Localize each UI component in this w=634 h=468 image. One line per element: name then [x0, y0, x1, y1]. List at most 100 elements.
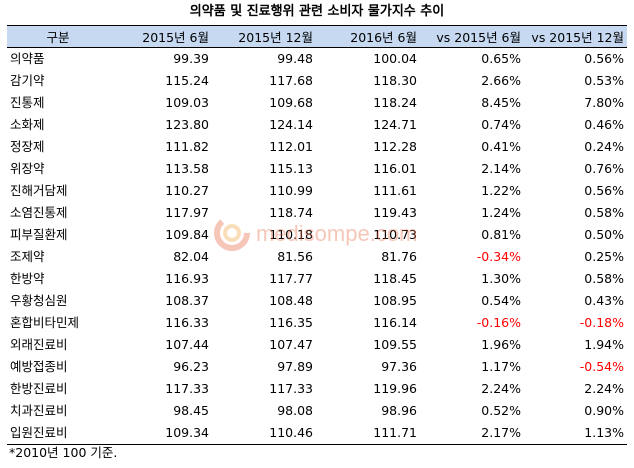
row-label: 진통제: [10, 95, 45, 110]
price-index-table: 구분 2015년 6월 2015년 12월 2016년 6월 vs 2015년 …: [7, 25, 627, 445]
cell-value: 110.73: [373, 227, 417, 242]
cell-value: 124.14: [269, 117, 313, 132]
table-row: 조제약 82.04 81.56 81.76 -0.34% 0.25%: [7, 246, 627, 268]
cell-value: 117.77: [269, 271, 313, 286]
cell-value: 97.36: [381, 359, 417, 374]
cell-value: 119.96: [373, 381, 417, 396]
table-row: 피부질환제 109.84 110.18 110.73 0.81% 0.50%: [7, 224, 627, 246]
cell-value: 0.56%: [584, 51, 624, 66]
cell-value: 1.96%: [481, 337, 521, 352]
cell-value: -0.16%: [476, 315, 521, 330]
cell-value: 1.22%: [481, 183, 521, 198]
row-label: 진해거담제: [10, 183, 68, 198]
cell-value: 118.74: [269, 205, 313, 220]
cell-value: 81.56: [277, 249, 313, 264]
cell-value: 111.71: [316, 422, 420, 445]
cell-value: 118.45: [373, 271, 417, 286]
cell-value: 110.27: [165, 183, 209, 198]
cell-value: 109.84: [165, 227, 209, 242]
row-label: 의약품: [10, 51, 45, 66]
cell-value: 2.24%: [481, 381, 521, 396]
cell-value: 116.93: [165, 271, 209, 286]
row-label: 예방접종비: [10, 359, 68, 374]
row-label: 정장제: [10, 139, 45, 154]
row-label: 위장약: [10, 161, 45, 176]
table-row: 정장제 111.82 112.01 112.28 0.41% 0.24%: [7, 136, 627, 158]
cell-value: 116.14: [373, 315, 417, 330]
table-row: 진해거담제 110.27 110.99 111.61 1.22% 0.56%: [7, 180, 627, 202]
header-category: 구분: [7, 25, 109, 48]
cell-value: 1.30%: [481, 271, 521, 286]
cell-value: 2.17%: [420, 422, 524, 445]
cell-value: 81.76: [381, 249, 417, 264]
cell-value: 117.68: [269, 73, 313, 88]
cell-value: -0.18%: [579, 315, 624, 330]
table-row: 감기약 115.24 117.68 118.30 2.66% 0.53%: [7, 70, 627, 92]
cell-value: 0.53%: [584, 73, 624, 88]
cell-value: 0.41%: [481, 139, 521, 154]
cell-value: 99.39: [173, 51, 209, 66]
table-row: 외래진료비 107.44 107.47 109.55 1.96% 1.94%: [7, 334, 627, 356]
cell-value: 117.97: [165, 205, 209, 220]
table-body: 의약품 99.39 99.48 100.04 0.65% 0.56% 감기약 115.24 11…: [7, 48, 627, 445]
cell-value: 116.01: [373, 161, 417, 176]
table-row: 우황청심원 108.37 108.48 108.95 0.54% 0.43%: [7, 290, 627, 312]
row-label: 조제약: [10, 249, 45, 264]
cell-value: 0.58%: [584, 205, 624, 220]
row-label: 한방약: [10, 271, 45, 286]
cell-value: 0.54%: [481, 293, 521, 308]
table-row: 소염진통제 117.97 118.74 119.43 1.24% 0.58%: [7, 202, 627, 224]
table-row: 한방약 116.93 117.77 118.45 1.30% 0.58%: [7, 268, 627, 290]
row-label: 소염진통제: [10, 205, 68, 220]
cell-value: 0.56%: [584, 183, 624, 198]
cell-value: 1.13%: [524, 422, 627, 445]
cell-value: 0.24%: [584, 139, 624, 154]
table-row: 입원진료비 109.34 110.46 111.71 2.17% 1.13%: [7, 422, 627, 445]
cell-value: 0.74%: [481, 117, 521, 132]
header-row: 구분 2015년 6월 2015년 12월 2016년 6월 vs 2015년 …: [7, 25, 627, 48]
row-label: 외래진료비: [10, 337, 68, 352]
table-row: 혼합비타민제 116.33 116.35 116.14 -0.16% -0.18%: [7, 312, 627, 334]
row-label: 혼합비타민제: [10, 315, 80, 330]
cell-value: 108.37: [165, 293, 209, 308]
cell-value: 116.33: [165, 315, 209, 330]
cell-value: 123.80: [165, 117, 209, 132]
cell-value: 0.50%: [584, 227, 624, 242]
cell-value: 117.33: [165, 381, 209, 396]
header-2016-06: 2016년 6월: [316, 25, 420, 48]
cell-value: 112.01: [269, 139, 313, 154]
row-label: 한방진료비: [10, 381, 68, 396]
cell-value: 108.95: [373, 293, 417, 308]
cell-value: 107.44: [165, 337, 209, 352]
table-header: 구분 2015년 6월 2015년 12월 2016년 6월 vs 2015년 …: [7, 25, 627, 48]
cell-value: 1.24%: [481, 205, 521, 220]
footnote: *2010년 100 기준.: [9, 445, 118, 460]
cell-value: 2.66%: [481, 73, 521, 88]
table-row: 위장약 113.58 115.13 116.01 2.14% 0.76%: [7, 158, 627, 180]
cell-value: 117.33: [269, 381, 313, 396]
cell-value: 2.14%: [481, 161, 521, 176]
cell-value: 96.23: [173, 359, 209, 374]
cell-value: 0.46%: [584, 117, 624, 132]
cell-value: 115.13: [269, 161, 313, 176]
cell-value: 0.43%: [584, 293, 624, 308]
cell-value: 118.24: [373, 95, 417, 110]
table-row: 예방접종비 96.23 97.89 97.36 1.17% -0.54%: [7, 356, 627, 378]
cell-value: 1.17%: [481, 359, 521, 374]
cell-value: -0.34%: [476, 249, 521, 264]
cell-value: 7.80%: [584, 95, 624, 110]
cell-value: 109.34: [109, 422, 212, 445]
table-row: 의약품 99.39 99.48 100.04 0.65% 0.56%: [7, 48, 627, 71]
cell-value: 0.76%: [584, 161, 624, 176]
cell-value: 100.04: [373, 51, 417, 66]
cell-value: 98.08: [277, 403, 313, 418]
table-row: 소화제 123.80 124.14 124.71 0.74% 0.46%: [7, 114, 627, 136]
cell-value: 111.61: [373, 183, 417, 198]
cell-value: 115.24: [165, 73, 209, 88]
table-row: 치과진료비 98.45 98.08 98.96 0.52% 0.90%: [7, 400, 627, 422]
row-label: 치과진료비: [10, 403, 68, 418]
row-label: 소화제: [10, 117, 45, 132]
cell-value: 8.45%: [481, 95, 521, 110]
cell-value: 108.48: [269, 293, 313, 308]
row-label: 입원진료비: [7, 422, 109, 445]
